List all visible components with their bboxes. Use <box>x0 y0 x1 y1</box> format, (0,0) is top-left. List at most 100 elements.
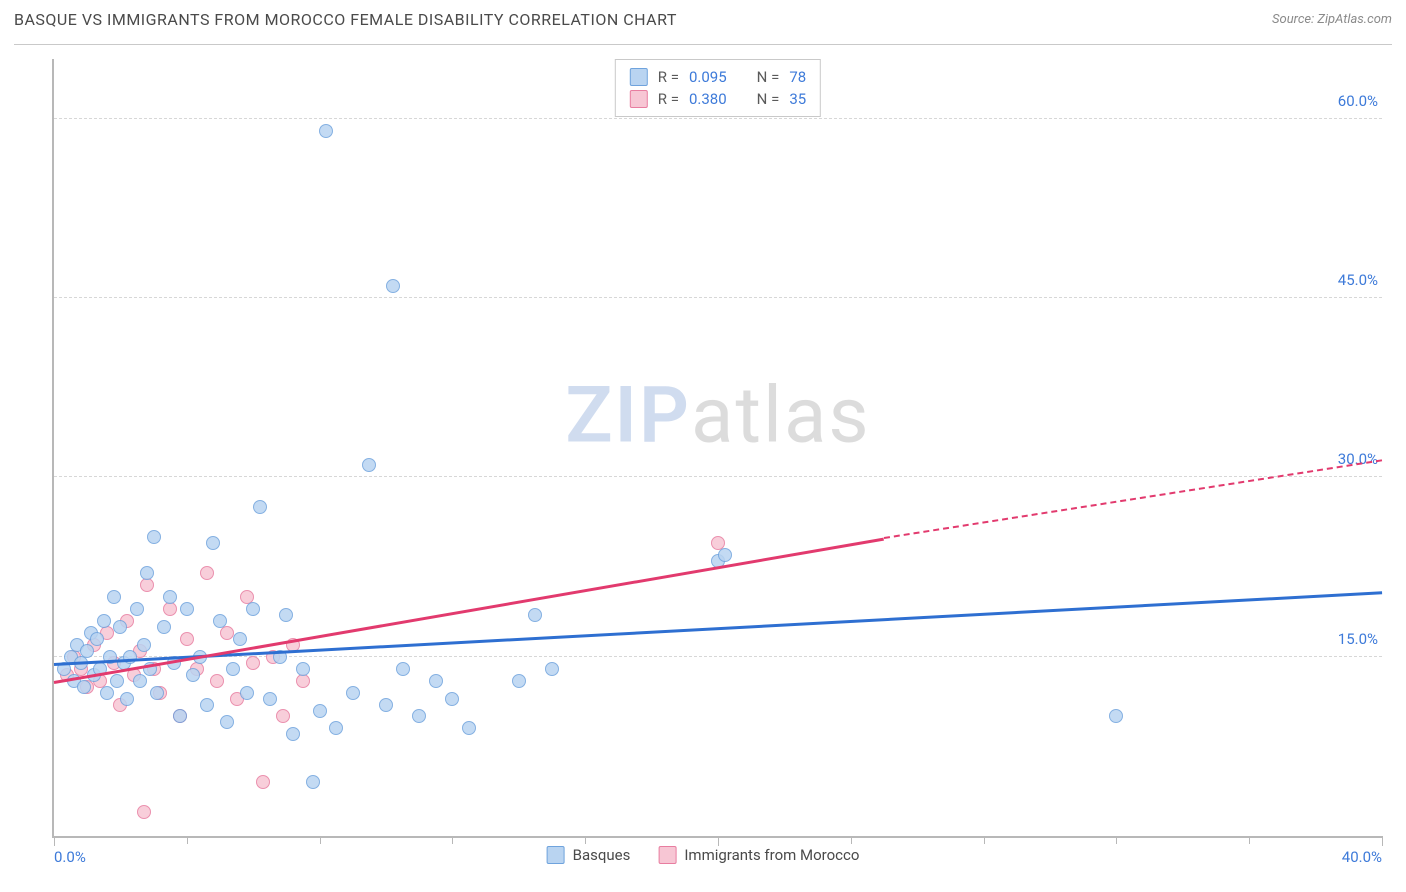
data-point-basques <box>329 721 343 735</box>
x-tick <box>1382 836 1383 846</box>
data-point-basques <box>429 674 443 688</box>
watermark: ZIPatlas <box>565 371 870 462</box>
data-point-basques <box>362 458 376 472</box>
data-point-basques <box>379 698 393 712</box>
data-point-morocco <box>276 709 290 723</box>
data-point-basques <box>718 548 732 562</box>
data-point-basques <box>279 608 293 622</box>
data-point-basques <box>97 614 111 628</box>
y-tick-label: 60.0% <box>1338 92 1384 110</box>
plot-area: ZIPatlas R = 0.095 N = 78 R = 0.380 N = … <box>52 59 1382 838</box>
watermark-atlas: atlas <box>691 371 871 462</box>
data-point-morocco <box>210 674 224 688</box>
watermark-zip: ZIP <box>565 371 691 462</box>
x-tick <box>187 836 188 844</box>
x-tick <box>54 836 55 846</box>
x-tick-label: 0.0% <box>54 848 86 866</box>
x-tick <box>851 836 852 844</box>
data-point-morocco <box>180 632 194 646</box>
stats-legend-box: R = 0.095 N = 78 R = 0.380 N = 35 <box>615 59 821 117</box>
legend-label-morocco: Immigrants from Morocco <box>684 846 859 864</box>
x-tick-label: 40.0% <box>1342 848 1382 866</box>
legend-swatch-basques <box>547 846 565 864</box>
data-point-basques <box>512 674 526 688</box>
n-value-morocco: 35 <box>789 90 806 108</box>
n-label: N = <box>757 90 780 108</box>
r-value-basques: 0.095 <box>689 68 727 86</box>
data-point-morocco <box>220 626 234 640</box>
swatch-basques <box>630 68 648 86</box>
legend-label-basques: Basques <box>573 846 631 864</box>
trend-line-dashed <box>884 459 1382 539</box>
gridline <box>54 297 1382 298</box>
data-point-basques <box>157 620 171 634</box>
n-label: N = <box>757 68 780 86</box>
data-point-morocco <box>137 805 151 819</box>
data-point-basques <box>545 662 559 676</box>
data-point-basques <box>246 602 260 616</box>
data-point-basques <box>263 692 277 706</box>
x-tick <box>320 836 321 844</box>
data-point-basques <box>396 662 410 676</box>
data-point-morocco <box>256 775 270 789</box>
data-point-basques <box>200 698 214 712</box>
data-point-basques <box>147 530 161 544</box>
bottom-legend: Basques Immigrants from Morocco <box>547 846 860 864</box>
swatch-morocco <box>630 90 648 108</box>
data-point-basques <box>137 638 151 652</box>
data-point-basques <box>77 680 91 694</box>
data-point-basques <box>100 686 114 700</box>
data-point-basques <box>150 686 164 700</box>
data-point-basques <box>346 686 360 700</box>
data-point-morocco <box>246 656 260 670</box>
data-point-morocco <box>163 602 177 616</box>
data-point-basques <box>412 709 426 723</box>
x-tick <box>452 836 453 844</box>
gridline <box>54 118 1382 119</box>
data-point-morocco <box>200 566 214 580</box>
data-point-basques <box>286 727 300 741</box>
data-point-basques <box>386 279 400 293</box>
data-point-basques <box>313 704 327 718</box>
data-point-basques <box>140 566 154 580</box>
data-point-basques <box>133 674 147 688</box>
data-point-basques <box>220 715 234 729</box>
data-point-basques <box>233 632 247 646</box>
x-tick <box>984 836 985 844</box>
data-point-basques <box>113 620 127 634</box>
x-tick <box>585 836 586 844</box>
data-point-morocco <box>140 578 154 592</box>
data-point-basques <box>206 536 220 550</box>
data-point-basques <box>120 692 134 706</box>
data-point-basques <box>173 709 187 723</box>
data-point-basques <box>296 662 310 676</box>
legend-item-basques: Basques <box>547 846 631 864</box>
data-point-basques <box>110 674 124 688</box>
data-point-basques <box>1109 709 1123 723</box>
y-tick-label: 45.0% <box>1338 271 1384 289</box>
data-point-basques <box>186 668 200 682</box>
chart-container: Female Disability ZIPatlas R = 0.095 N =… <box>14 44 1392 878</box>
data-point-basques <box>445 692 459 706</box>
data-point-basques <box>253 500 267 514</box>
data-point-basques <box>462 721 476 735</box>
x-tick <box>1116 836 1117 844</box>
source-attribution: Source: ZipAtlas.com <box>1272 12 1392 27</box>
r-value-morocco: 0.380 <box>689 90 727 108</box>
data-point-basques <box>240 686 254 700</box>
x-tick <box>1249 836 1250 844</box>
data-point-basques <box>306 775 320 789</box>
data-point-basques <box>319 124 333 138</box>
data-point-basques <box>80 644 94 658</box>
data-point-basques <box>163 590 177 604</box>
legend-swatch-morocco <box>658 846 676 864</box>
y-tick-label: 15.0% <box>1338 630 1384 648</box>
r-label: R = <box>658 90 679 108</box>
stats-row-basques: R = 0.095 N = 78 <box>630 66 806 88</box>
data-point-basques <box>180 602 194 616</box>
trend-line <box>54 537 885 683</box>
n-value-basques: 78 <box>789 68 806 86</box>
data-point-basques <box>130 602 144 616</box>
gridline <box>54 476 1382 477</box>
data-point-basques <box>213 614 227 628</box>
